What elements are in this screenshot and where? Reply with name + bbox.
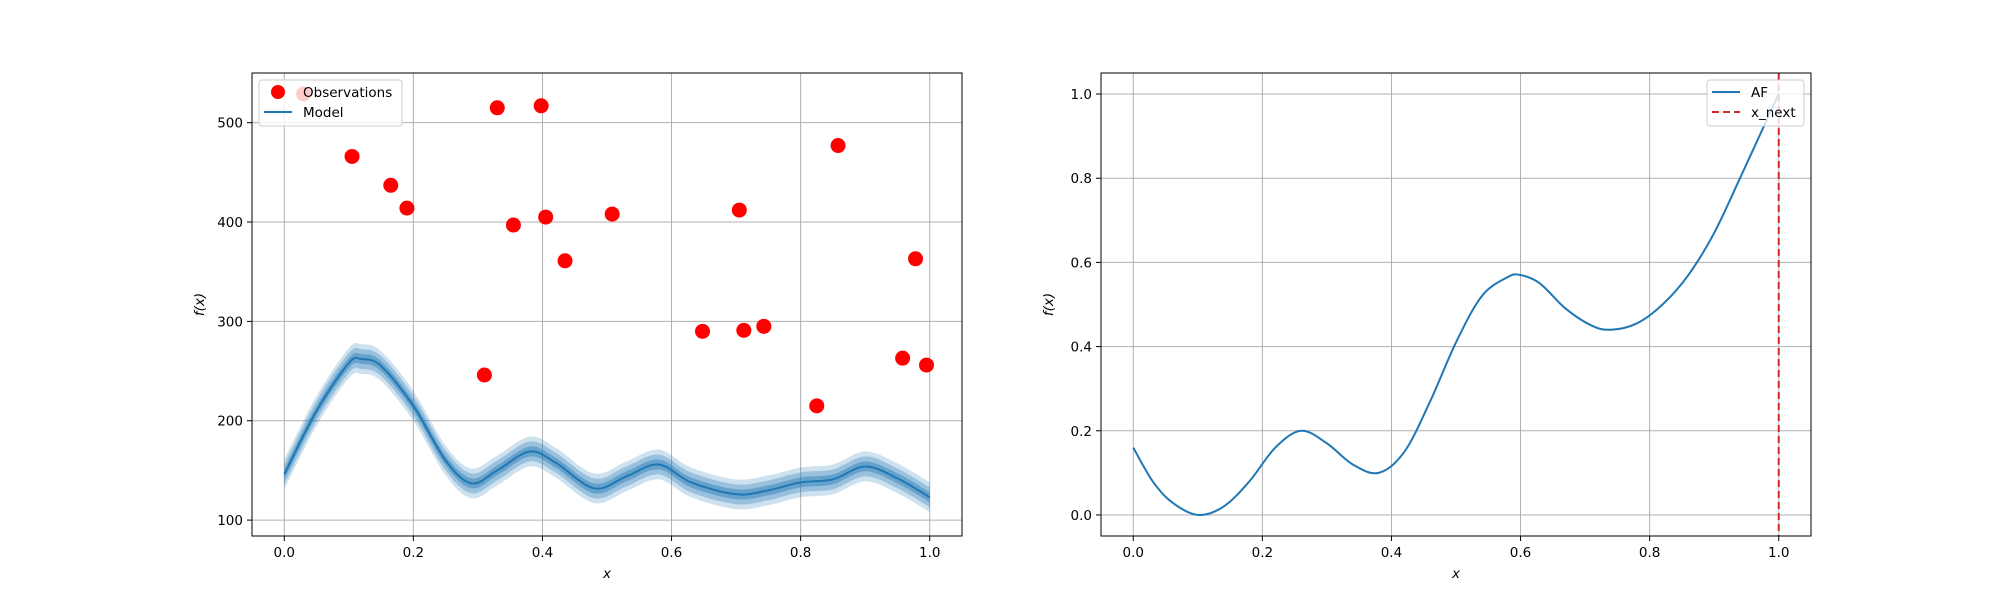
acquisition-panel: 0.0 0.2 0.4 0.6 0.8 1.0 0.0 0.2 0.4 0.6 0.8 1.0 x f(x… (1041, 72, 1812, 582)
legend: AF x_next (1706, 79, 1805, 127)
observation-point (736, 322, 752, 338)
observation-point (557, 253, 573, 269)
legend-observations-label: Observations (303, 85, 392, 101)
observation-point (476, 367, 492, 383)
observation-point (809, 398, 825, 414)
x-tick-label: 0.6 (661, 545, 682, 561)
observation-point (538, 209, 554, 225)
observation-point (399, 200, 415, 216)
legend-box (258, 79, 403, 127)
y-tick-label: 0.2 (1071, 424, 1092, 440)
y-tick-label: 0.6 (1071, 255, 1092, 271)
y-tick-label: 0.8 (1071, 171, 1092, 187)
x-tick-label: 0.8 (1639, 545, 1660, 561)
y-tick-label: 200 (217, 414, 243, 430)
observation-point (919, 357, 934, 373)
observation-point (895, 350, 911, 366)
legend-observations-marker (271, 85, 285, 99)
observation-point (695, 323, 711, 339)
y-tick-label: 100 (217, 513, 243, 529)
x-tick-label: 0.4 (532, 545, 553, 561)
x-tick-label: 0.2 (1252, 545, 1273, 561)
y-tick-label: 1.0 (1071, 87, 1092, 103)
y-tick-label: 0.4 (1071, 340, 1092, 356)
observation-point (830, 138, 846, 154)
x-tick-label: 0.4 (1381, 545, 1402, 561)
y-tick-label: 0.0 (1071, 508, 1092, 524)
model-mean-line (283, 356, 931, 499)
plot-frame (1100, 72, 1812, 537)
x-axis-label: x (1451, 566, 1461, 582)
model-uncertainty-band (284, 342, 930, 513)
y-tick-label: 500 (217, 116, 243, 132)
model-panel: 0.0 0.2 0.4 0.6 0.8 1.0 100 200 300 400 500 x f(x) Ob… (192, 72, 963, 582)
af-line (1132, 93, 1780, 517)
legend-x-next-label: x_next (1751, 105, 1796, 121)
x-tick-label: 1.0 (919, 545, 940, 561)
observation-point (505, 217, 521, 233)
observation-point (731, 202, 747, 218)
x-tick-label: 0.0 (1123, 545, 1144, 561)
y-axis-label: f(x) (1041, 293, 1057, 316)
x-tick-label: 0.6 (1510, 545, 1531, 561)
model-uncertainty-band (284, 352, 930, 503)
observation-point (489, 100, 505, 116)
legend-af-label: AF (1751, 85, 1768, 101)
legend: Observations Model (258, 79, 403, 127)
observation-point (533, 98, 549, 114)
x-tick-label: 0.0 (274, 545, 295, 561)
y-tick-label: 300 (217, 314, 243, 330)
x-tick-label: 1.0 (1768, 545, 1789, 561)
observation-point (756, 318, 772, 334)
y-tick-label: 400 (217, 215, 243, 231)
model-uncertainty-band (284, 347, 930, 508)
observation-point (908, 251, 924, 267)
plot-frame (251, 72, 963, 537)
legend-model-label: Model (303, 105, 344, 121)
x-tick-label: 0.8 (790, 545, 811, 561)
observation-point (344, 148, 360, 164)
observation-point (383, 177, 399, 193)
y-axis-label: f(x) (192, 293, 208, 316)
x-tick-label: 0.2 (403, 545, 424, 561)
x-axis-label: x (602, 566, 612, 582)
observation-point (604, 206, 620, 222)
